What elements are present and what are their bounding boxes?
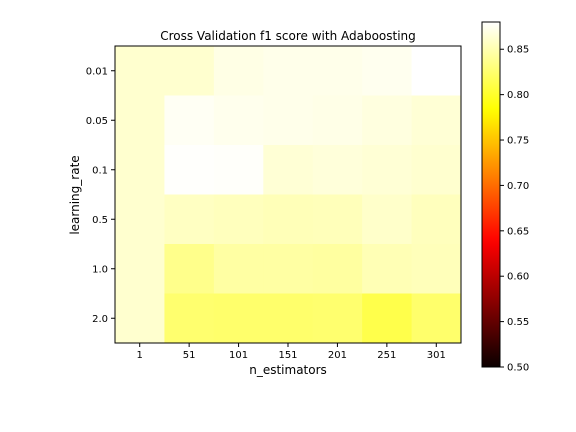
y-tick-label: 1.0 [92,264,108,275]
heatmap-cell [115,293,165,344]
heatmap-cell [213,95,264,146]
heatmap-cell [312,145,363,195]
x-ticks: 1 51 101 151 201 251 301 [137,343,446,361]
colorbar-tick-label: 0.70 [507,181,529,192]
y-tick-label: 0.05 [86,116,108,127]
colorbar-tick-label: 0.65 [507,226,529,237]
heatmap-cell [362,46,413,96]
y-tick-label: 2.0 [92,314,108,325]
heatmap-cell [411,95,462,146]
heatmap-cell [213,244,264,294]
heatmap-cell [362,244,413,294]
x-tick-label: 251 [377,350,396,361]
x-tick-label: 51 [183,350,196,361]
heatmap-cell [362,194,413,245]
heatmap-cell [263,244,314,294]
heatmap-cell [164,293,215,344]
heatmap-cell [312,95,363,146]
heatmap-cell [411,244,462,294]
heatmap-cells [115,46,462,344]
heatmap-cell [362,95,413,146]
x-tick-label: 1 [137,350,143,361]
heatmap-cell [263,95,314,146]
heatmap-cell [411,145,462,195]
colorbar-tick-label: 0.60 [507,272,529,283]
heatmap-cell [164,194,215,245]
x-tick-label: 101 [229,350,248,361]
heatmap-cell [213,194,264,245]
x-axis-label: n_estimators [249,363,327,377]
colorbar [481,21,501,368]
y-tick-label: 0.01 [86,66,108,77]
heatmap-cell [312,194,363,245]
heatmap-cell [263,293,314,344]
heatmap-cell [115,46,165,96]
colorbar-tick-label: 0.75 [507,136,529,147]
heatmap-cell [213,46,264,96]
y-axis-label: learning_rate [68,155,82,234]
heatmap-cell [312,293,363,344]
x-tick-label: 151 [278,350,297,361]
colorbar-ticks: 0.50 0.55 0.60 0.65 0.70 0.75 0.80 0.85 [500,45,529,374]
heatmap-cell [312,46,363,96]
heatmap-cell [362,145,413,195]
heatmap-cell [312,244,363,294]
heatmap-cell [164,46,215,96]
x-tick-label: 301 [427,350,446,361]
y-tick-label: 0.1 [92,165,108,176]
heatmap-cell [164,145,215,195]
heatmap-cell [115,244,165,294]
colorbar-tick-label: 0.55 [507,317,529,328]
heatmap-cell [263,46,314,96]
y-ticks: 0.01 0.05 0.1 0.5 1.0 2.0 [86,66,115,325]
x-tick-label: 201 [328,350,347,361]
heatmap-cell [263,194,314,245]
heatmap-cell [164,95,215,146]
colorbar-tick-label: 0.50 [507,363,529,374]
heatmap-cell [164,244,215,294]
heatmap-cell [362,293,413,344]
heatmap-cell [411,46,462,96]
heatmap-cell [411,194,462,245]
heatmap-cell [213,293,264,344]
heatmap-cell [115,95,165,146]
heatmap-cell [411,293,462,344]
heatmap-cell [115,145,165,195]
heatmap-cell [115,194,165,245]
colorbar-tick-label: 0.85 [507,45,529,56]
heatmap-cell [263,145,314,195]
chart-title: Cross Validation f1 score with Adaboosti… [160,29,416,43]
colorbar-tick-label: 0.80 [507,90,529,101]
heatmap-cell [213,145,264,195]
y-tick-label: 0.5 [92,215,108,226]
